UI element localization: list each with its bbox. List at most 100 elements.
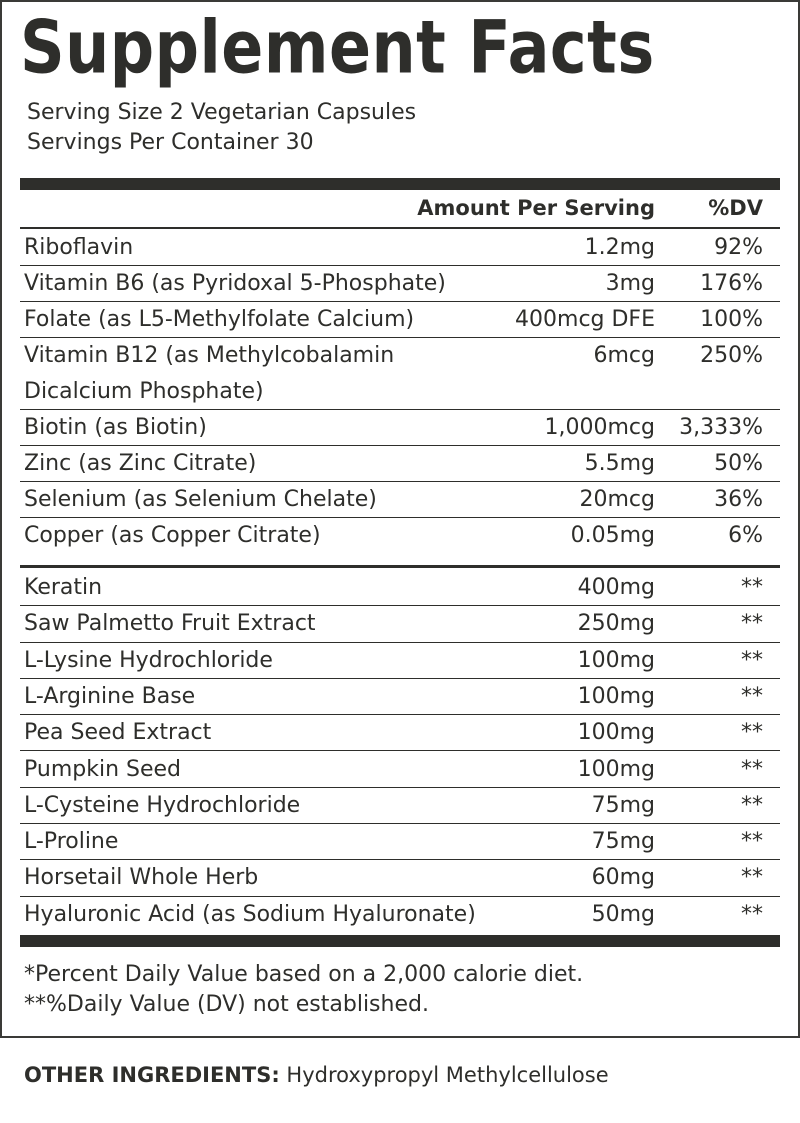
nutrient-name: Zinc (as Zinc Citrate) [24, 451, 257, 476]
nutrient-amount: 5.5mg [584, 451, 655, 476]
nutrient-name: L-Lysine Hydrochloride [24, 647, 273, 673]
table-row: L-Cysteine Hydrochloride 75mg ** [20, 788, 780, 825]
nutrient-dv: ** [741, 792, 763, 818]
nutrient-name: Pumpkin Seed [24, 756, 182, 782]
nutrient-name: Riboflavin [24, 235, 134, 260]
nutrient-amount: 400mg [577, 575, 655, 600]
table-row: Vitamin B12 (as Methylcobalamin 6mcg 250% D… [20, 338, 780, 410]
nutrient-dv: 176% [700, 271, 763, 296]
row-divider [20, 823, 780, 825]
row-divider [20, 677, 780, 679]
header-divider [20, 227, 780, 229]
nutrient-amount: 0.05mg [570, 523, 655, 548]
nutrient-amount: 60mg [591, 865, 655, 891]
nutrient-dv: 100% [700, 307, 763, 332]
servings-per-container: Servings Per Container 30 [27, 130, 314, 155]
nutrient-amount: 100mg [577, 720, 655, 746]
table-row: L-Arginine Base 100mg ** [20, 679, 780, 716]
nutrient-name: Folate (as L5-Methylfolate Calcium) [24, 307, 415, 332]
other-ingredients: OTHER INGREDIENTS: Hydroxypropyl Methylc… [24, 1063, 609, 1087]
nutrient-dv: 6% [728, 523, 763, 548]
table-row: Pea Seed Extract 100mg ** [20, 715, 780, 752]
nutrient-amount: 1.2mg [584, 235, 655, 260]
nutrient-dv: 50% [714, 451, 763, 476]
row-divider [20, 895, 780, 897]
nutrient-amount: 1,000mcg [544, 415, 655, 440]
nutrient-dv: 250% [700, 343, 763, 368]
nutrient-name: Vitamin B12 (as Methylcobalamin [24, 343, 395, 368]
nutrient-name-continued: Dicalcium Phosphate) [24, 379, 264, 404]
row-divider [20, 859, 780, 861]
dv-header: %DV [708, 196, 763, 220]
row-divider [20, 265, 780, 266]
nutrient-amount: 50mg [591, 901, 655, 927]
nutrient-amount: 100mg [577, 756, 655, 782]
row-divider [20, 301, 780, 302]
nutrient-amount: 75mg [591, 829, 655, 855]
other-ingredients-label: OTHER INGREDIENTS: [24, 1063, 280, 1087]
nutrient-dv: ** [741, 901, 763, 927]
nutrient-amount: 20mcg [579, 487, 656, 512]
footnote-not-established: **%Daily Value (DV) not established. [24, 992, 429, 1017]
nutrient-name: L-Proline [24, 829, 119, 855]
nutrient-name: Copper (as Copper Citrate) [24, 523, 321, 548]
nutrient-amount: 3mg [605, 271, 655, 296]
nutrient-dv: 36% [714, 487, 763, 512]
nutrient-name: L-Arginine Base [24, 683, 196, 709]
nutrient-dv: ** [741, 756, 763, 782]
panel-title: Supplement Facts [20, 4, 655, 91]
nutrient-name: Horsetail Whole Herb [24, 865, 259, 891]
row-divider [20, 786, 780, 788]
nutrient-dv: 92% [714, 235, 763, 260]
nutrient-name: Biotin (as Biotin) [24, 415, 207, 440]
nutrient-amount: 6mcg [593, 343, 656, 368]
table-row: Selenium (as Selenium Chelate) 20mcg 36% [20, 482, 780, 518]
table-row: Folate (as L5-Methylfolate Calcium) 400mc… [20, 302, 780, 338]
footnote-dv: *Percent Daily Value based on a 2,000 ca… [24, 962, 584, 987]
nutrient-name: L-Cysteine Hydrochloride [24, 792, 301, 818]
nutrient-name: Keratin [24, 575, 103, 600]
table-row: L-Lysine Hydrochloride 100mg ** [20, 643, 780, 679]
nutrient-amount: 100mg [577, 647, 655, 673]
table-row: L-Proline 75mg ** [20, 824, 780, 861]
table-row: Pumpkin Seed 100mg ** [20, 752, 780, 788]
table-row: Biotin (as Biotin) 1,000mcg 3,333% [20, 410, 780, 446]
row-divider [20, 605, 780, 607]
row-divider [20, 481, 780, 482]
nutrient-name: Saw Palmetto Fruit Extract [24, 611, 316, 637]
table-row: Hyaluronic Acid (as Sodium Hyaluronate) 5… [20, 897, 780, 933]
nutrient-name: Vitamin B6 (as Pyridoxal 5-Phosphate) [24, 271, 446, 296]
nutrient-name: Hyaluronic Acid (as Sodium Hyaluronate) [24, 901, 476, 927]
nutrient-dv: ** [741, 720, 763, 746]
table-row: Saw Palmetto Fruit Extract 250mg ** [20, 606, 780, 643]
nutrient-amount: 75mg [591, 792, 655, 818]
nutrient-amount: 400mcg DFE [515, 307, 655, 332]
nutrient-dv: ** [741, 865, 763, 891]
supplement-facts-panel [0, 0, 800, 1038]
serving-size: Serving Size 2 Vegetarian Capsules [27, 100, 417, 125]
nutrient-name: Selenium (as Selenium Chelate) [24, 487, 377, 512]
table-row: Vitamin B6 (as Pyridoxal 5-Phosphate) 3mg… [20, 266, 780, 302]
row-divider [20, 641, 780, 643]
nutrient-dv: ** [741, 829, 763, 855]
group-divider [20, 565, 780, 568]
nutrient-dv: ** [741, 575, 763, 600]
nutrient-dv: 3,333% [679, 415, 763, 440]
table-row: Copper (as Copper Citrate) 0.05mg 6% [20, 518, 780, 554]
table-row: Keratin 400mg ** [20, 570, 780, 607]
other-ingredients-value: Hydroxypropyl Methylcellulose [279, 1063, 609, 1087]
nutrient-dv: ** [741, 683, 763, 709]
nutrient-amount: 250mg [577, 611, 655, 637]
thick-divider-bottom [20, 935, 780, 947]
row-divider [20, 445, 780, 446]
table-row: Horsetail Whole Herb 60mg ** [20, 860, 780, 897]
nutrient-name: Pea Seed Extract [24, 720, 212, 746]
table-row: Zinc (as Zinc Citrate) 5.5mg 50% [20, 446, 780, 482]
nutrient-dv: ** [741, 647, 763, 673]
nutrient-dv: ** [741, 611, 763, 637]
table-row: Riboflavin 1.2mg 92% [20, 230, 780, 266]
nutrient-amount: 100mg [577, 683, 655, 709]
row-divider [20, 750, 780, 752]
row-divider [20, 337, 780, 338]
row-divider [20, 714, 780, 716]
